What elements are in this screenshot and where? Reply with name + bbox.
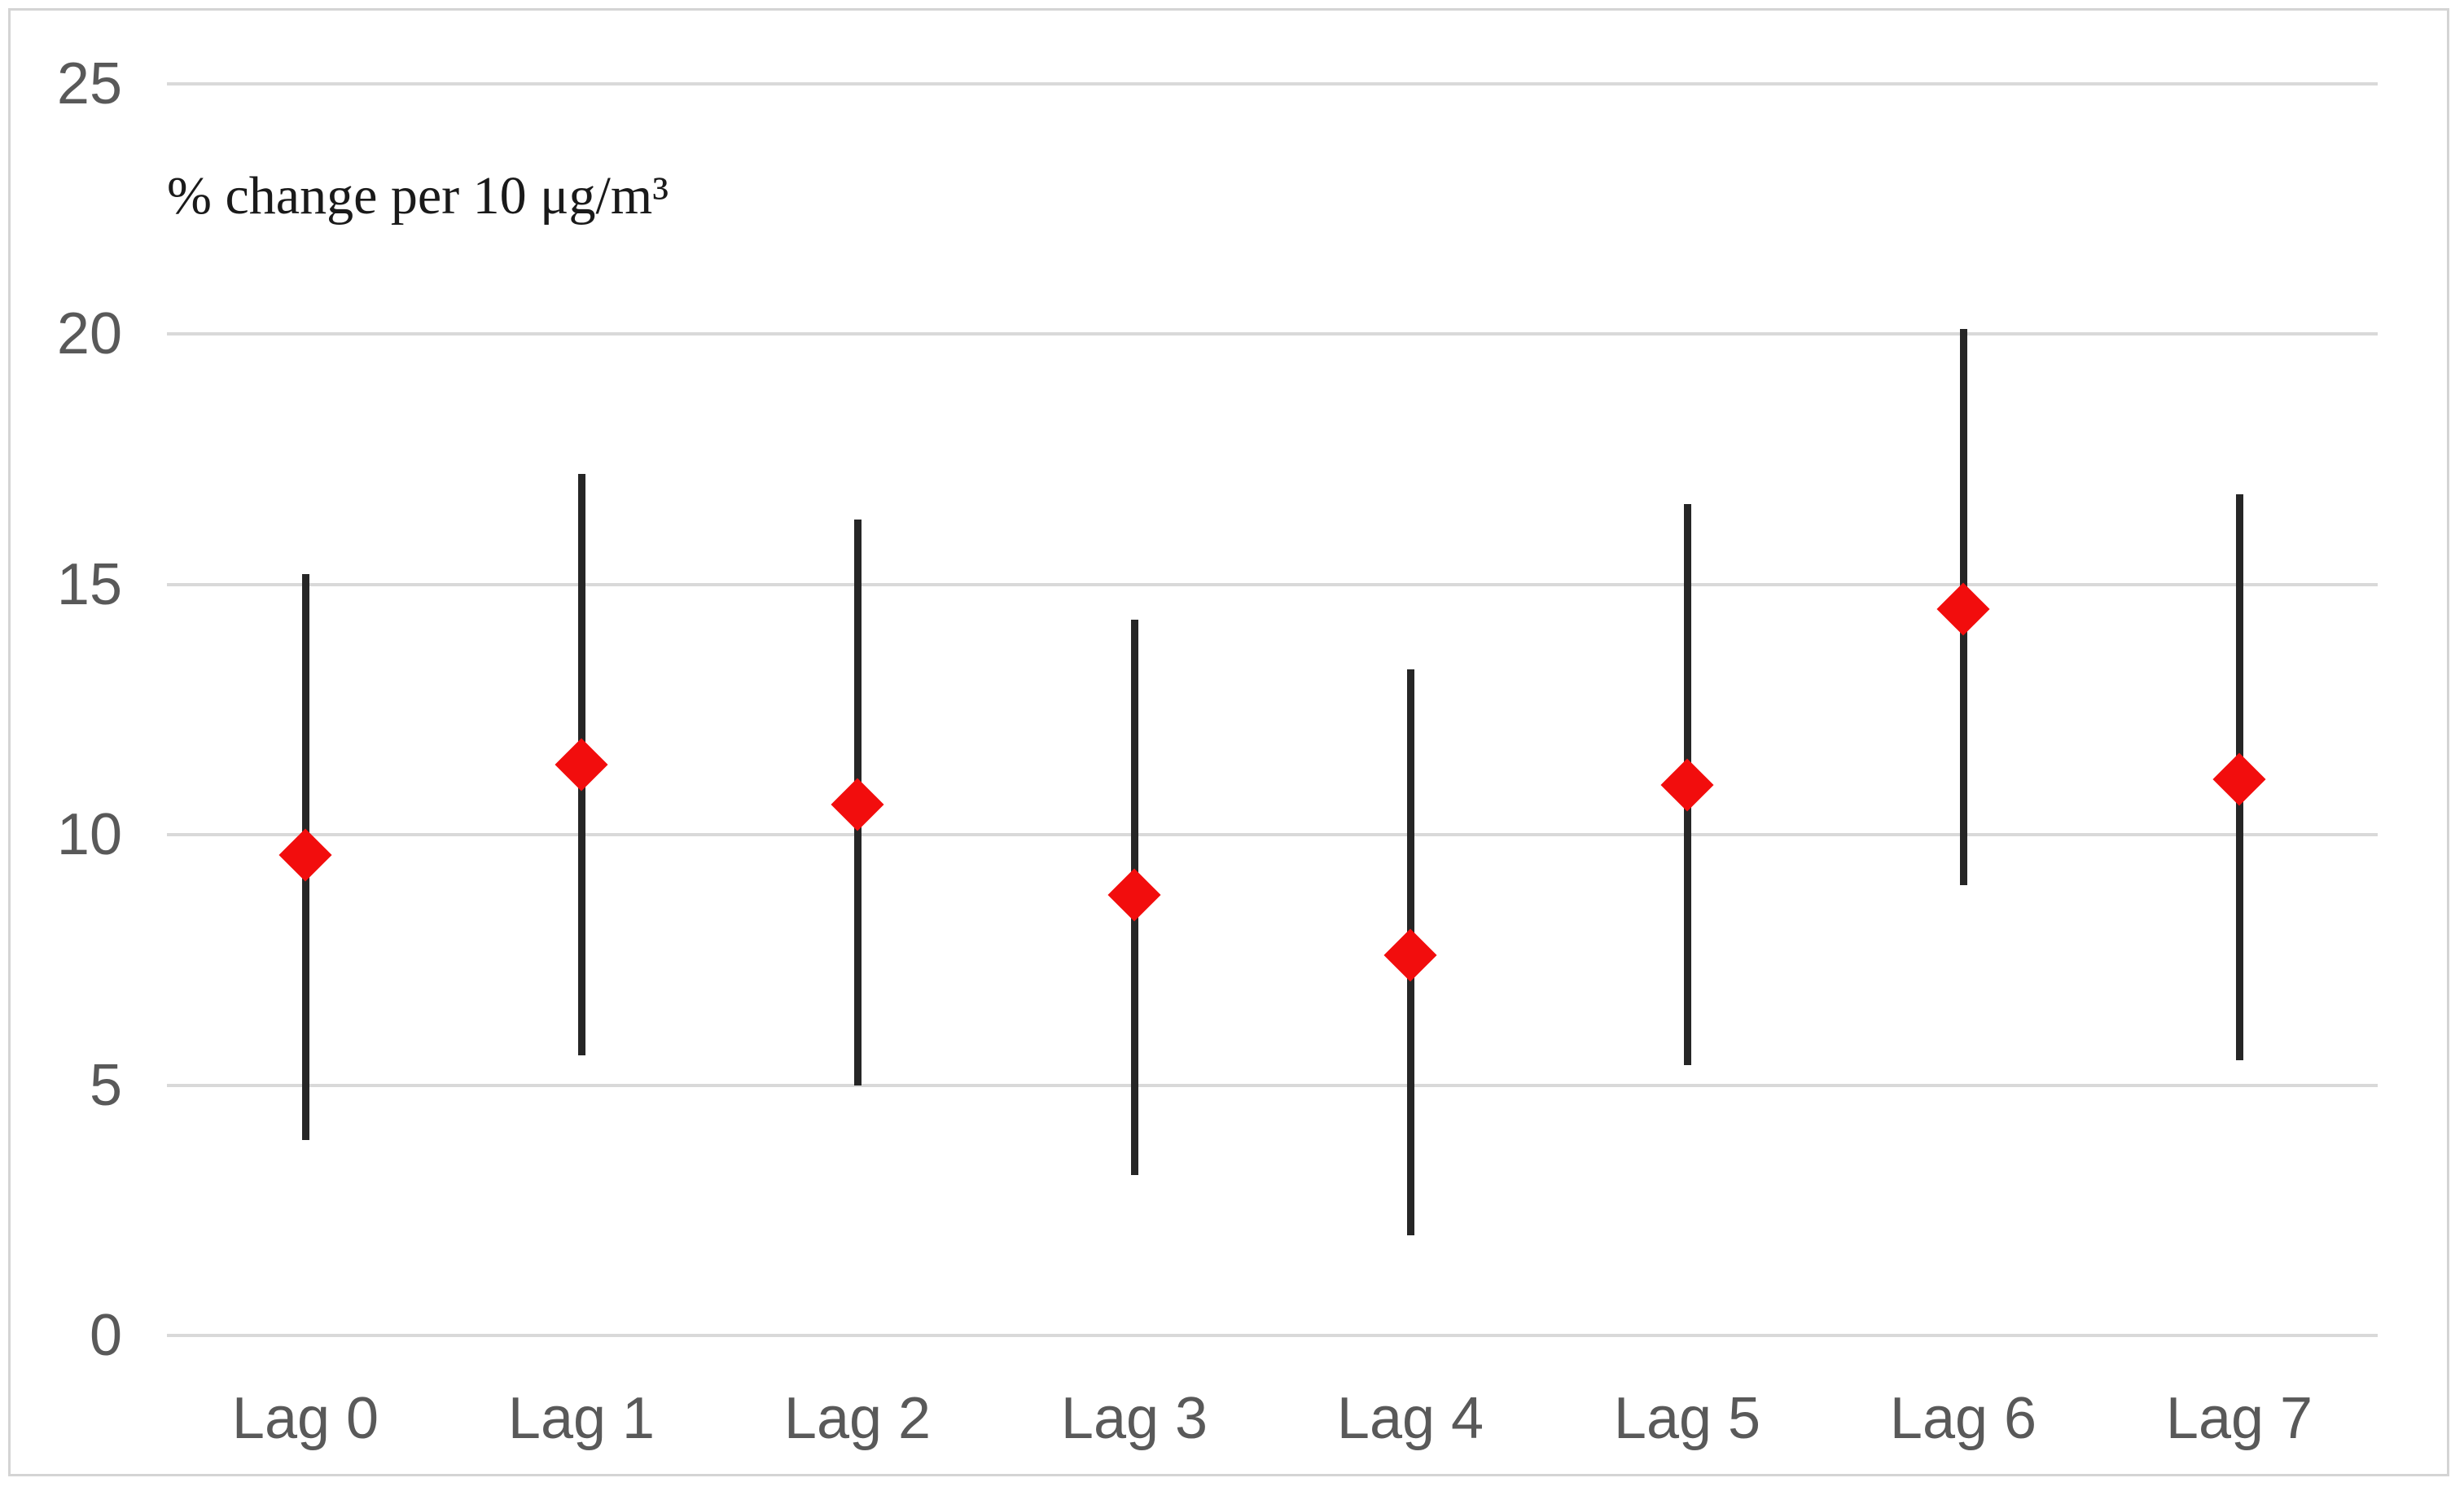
x-tick-label-1: Lag 1 — [507, 1386, 655, 1451]
chart-border — [8, 8, 2449, 1476]
y-tick-label-10: 10 — [56, 802, 122, 867]
x-tick-label-4: Lag 4 — [1336, 1386, 1484, 1451]
y-gridline-0 — [167, 1334, 2378, 1337]
x-tick-label-0: Lag 0 — [231, 1386, 379, 1451]
y-gridline-10 — [167, 833, 2378, 836]
y-tick-label-25: 25 — [56, 51, 122, 116]
x-tick-label-6: Lag 6 — [1889, 1386, 2037, 1451]
y-tick-label-20: 20 — [56, 301, 122, 366]
x-tick-label-2: Lag 2 — [783, 1386, 932, 1451]
y-gridline-5 — [167, 1084, 2378, 1087]
y-tick-label-5: 5 — [89, 1053, 122, 1118]
y-gridline-20 — [167, 332, 2378, 335]
y-tick-label-0: 0 — [89, 1303, 122, 1368]
y-tick-label-15: 15 — [56, 552, 122, 617]
y-gridline-15 — [167, 583, 2378, 586]
y-gridline-25 — [167, 82, 2378, 86]
x-tick-label-5: Lag 5 — [1613, 1386, 1761, 1451]
x-tick-label-7: Lag 7 — [2165, 1386, 2313, 1451]
chart-title: % change per 10 μg/m³ — [167, 166, 669, 226]
x-tick-label-3: Lag 3 — [1060, 1386, 1208, 1451]
